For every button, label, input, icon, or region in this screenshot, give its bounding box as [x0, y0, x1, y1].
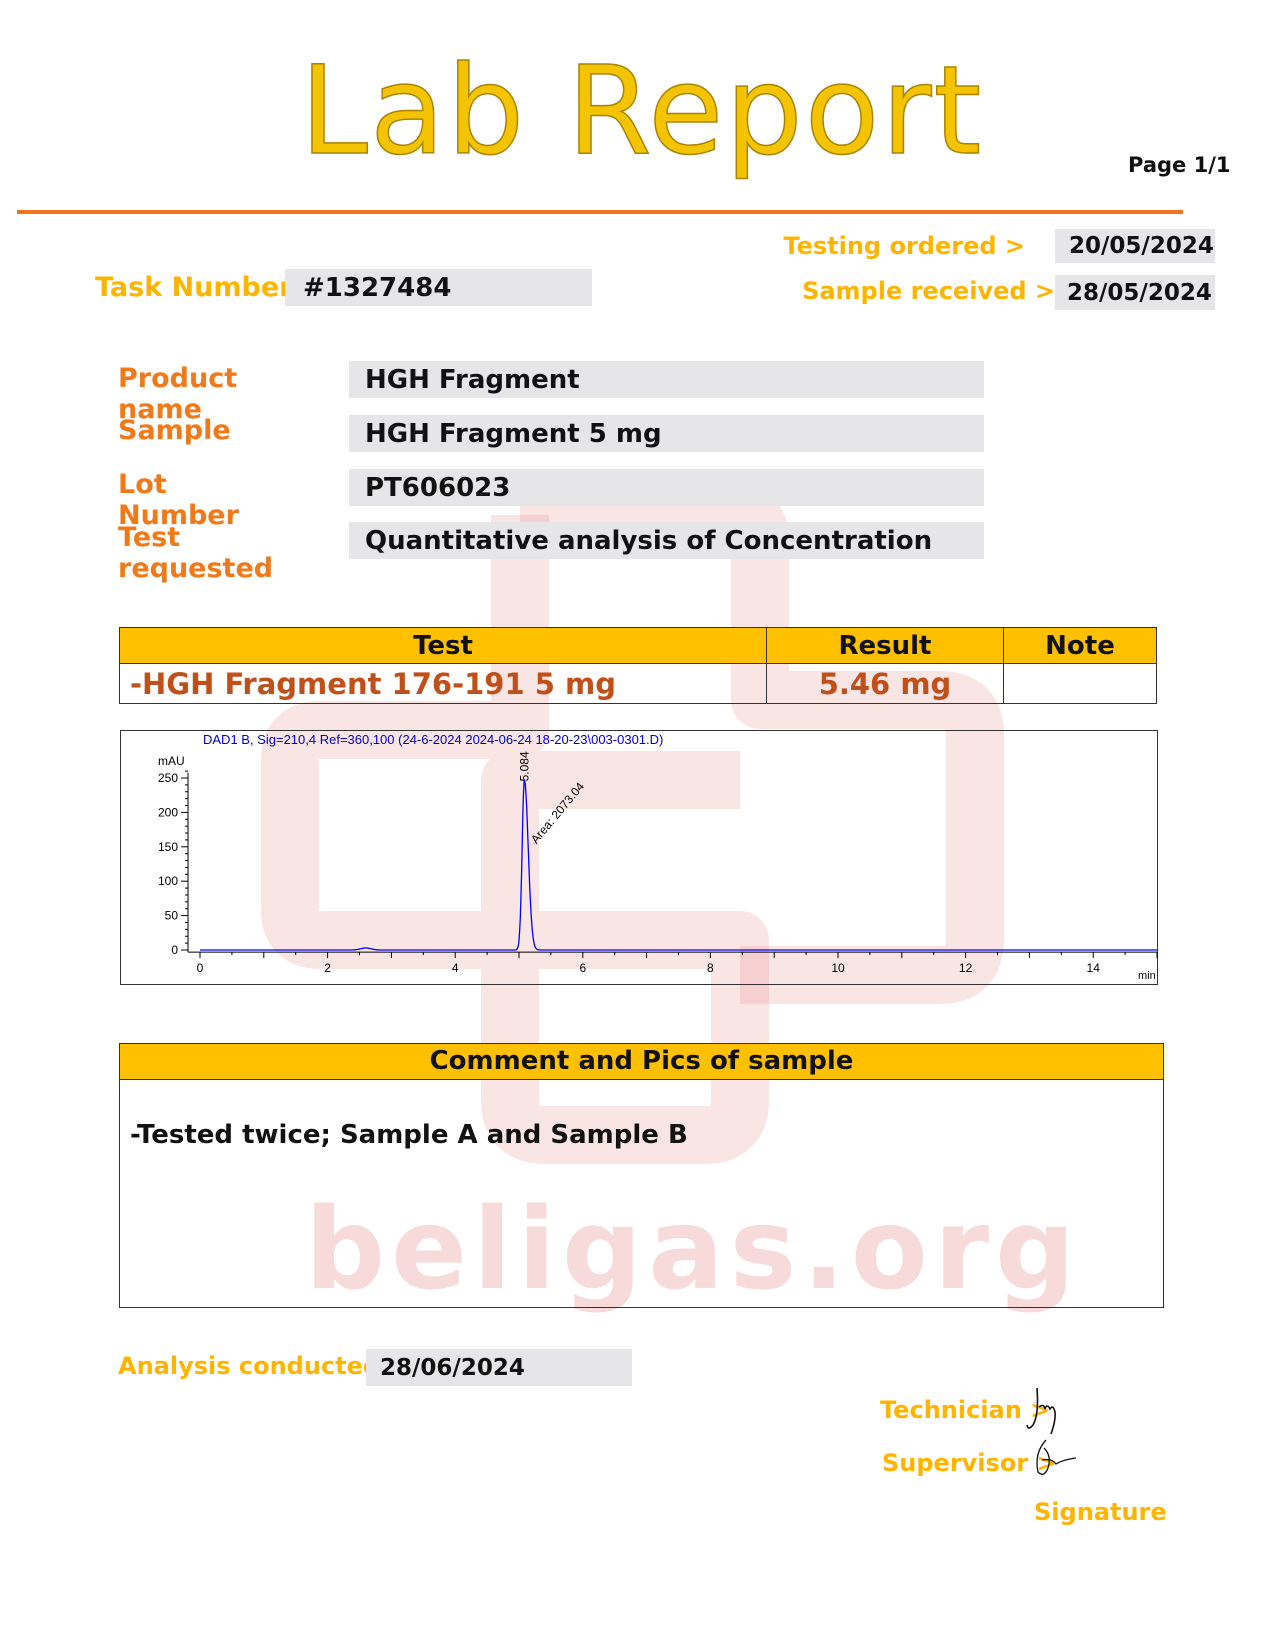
testing-ordered-value: 20/05/2024	[1055, 229, 1215, 263]
field-label: Lot Number	[118, 469, 239, 531]
supervisor-label: Supervisor >	[882, 1449, 1057, 1477]
signature-label: Signature	[1034, 1498, 1167, 1526]
chromatogram-chart: DAD1 B, Sig=210,4 Ref=360,100 (24-6-2024…	[120, 730, 1158, 985]
header-divider	[17, 210, 1183, 214]
testing-ordered-label: Testing ordered >	[783, 232, 1025, 260]
peak-area-label: Area: 2073.04	[528, 779, 587, 846]
note-cell	[1003, 663, 1157, 704]
task-number-value: #1327484	[285, 269, 592, 306]
y-axis-label: mAU	[158, 754, 185, 768]
comment-section: Comment and Pics of sample -Tested twice…	[119, 1043, 1164, 1308]
x-tick-label: 0	[197, 961, 204, 975]
field-value: HGH Fragment 5 mg	[349, 415, 984, 452]
y-tick-label: 0	[171, 943, 178, 957]
x-tick-label: 2	[324, 961, 331, 975]
technician-label: Technician >	[880, 1396, 1051, 1424]
field-label: Test requested	[118, 522, 274, 584]
test-cell: -HGH Fragment 176-191 5 mg	[119, 663, 767, 704]
col-header-note: Note	[1003, 627, 1157, 664]
field-label: Sample	[118, 415, 231, 446]
sample-received-value: 28/05/2024	[1055, 275, 1215, 310]
field-label: Product name	[118, 363, 238, 425]
comment-header: Comment and Pics of sample	[120, 1044, 1163, 1080]
col-header-test: Test	[119, 627, 767, 664]
supervisor-signature	[1036, 1439, 1077, 1475]
y-tick-label: 200	[158, 805, 178, 819]
technician-signature	[1026, 1387, 1056, 1435]
x-tick-label: 8	[707, 961, 714, 975]
results-table: Test Result Note -HGH Fragment 176-191 5…	[119, 627, 1157, 704]
page-title: Lab Report	[299, 39, 984, 183]
x-tick-label: 4	[452, 961, 459, 975]
page-number: Page 1/1	[1128, 153, 1231, 177]
chart-title: DAD1 B, Sig=210,4 Ref=360,100 (24-6-2024…	[203, 732, 663, 747]
task-number-label: Task Number	[95, 272, 293, 303]
y-tick-label: 50	[165, 909, 179, 923]
y-tick-label: 150	[158, 840, 178, 854]
x-tick-label: 12	[959, 961, 973, 975]
result-cell: 5.46 mg	[766, 663, 1004, 704]
sample-received-label: Sample received >	[802, 277, 1055, 305]
analysis-conducted-label: Analysis conducted >	[118, 1352, 409, 1380]
field-value: PT606023	[349, 469, 984, 506]
peak-retention-time-label: 5.084	[517, 751, 531, 781]
comment-text: -Tested twice; Sample A and Sample B	[130, 1120, 688, 1150]
analysis-conducted-value: 28/06/2024	[366, 1349, 632, 1386]
x-tick-label: 10	[831, 961, 845, 975]
x-tick-label: 14	[1087, 961, 1101, 975]
x-tick-label: 6	[579, 961, 586, 975]
chromatogram-trace	[200, 779, 1157, 951]
chart-frame	[120, 730, 1158, 985]
field-value: Quantitative analysis of Concentration	[349, 522, 984, 559]
col-header-result: Result	[766, 627, 1004, 664]
y-tick-label: 250	[158, 771, 178, 785]
field-value: HGH Fragment	[349, 361, 984, 398]
y-tick-label: 100	[158, 874, 178, 888]
x-axis-label: min	[1138, 970, 1156, 982]
